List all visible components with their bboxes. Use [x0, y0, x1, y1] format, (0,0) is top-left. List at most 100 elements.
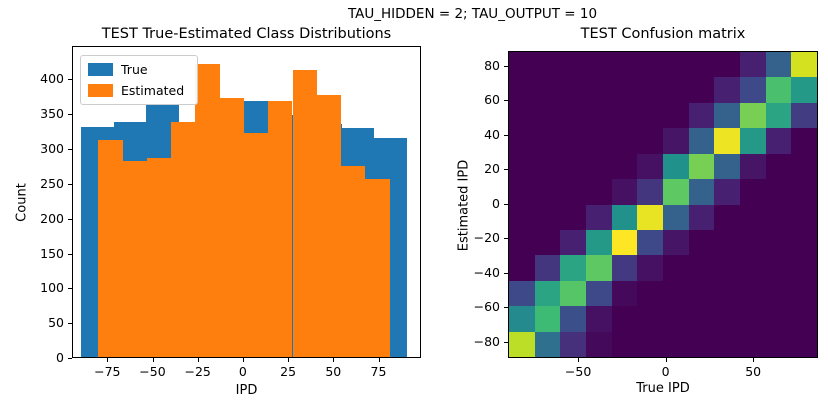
confusion-cell [714, 255, 741, 282]
x-tick-label: 0 [238, 364, 247, 379]
confusion-cell [791, 204, 817, 231]
y-tick-label: −20 [473, 230, 500, 246]
y-tick-mark [504, 65, 508, 67]
confusion-cell [688, 153, 715, 180]
confusion-cell [740, 102, 767, 129]
confusion-cell [611, 255, 638, 282]
confusion-cell [663, 153, 690, 180]
figure-suptitle: TAU_HIDDEN = 2; TAU_OUTPUT = 10 [347, 6, 598, 22]
confusion-cell [637, 255, 664, 282]
legend-item-estimated: Estimated [88, 84, 184, 97]
x-tick-mark [378, 358, 380, 362]
confusion-cell [586, 153, 613, 180]
confusion-cell [791, 229, 817, 256]
x-tick-mark [197, 358, 199, 362]
confusion-cell [765, 77, 792, 104]
confusion-cell [791, 331, 817, 357]
confusion-cell [637, 77, 664, 104]
confusion-cell [688, 77, 715, 104]
confusion-cell [560, 280, 587, 307]
hist-bar-estimated [122, 160, 147, 357]
y-tick-mark [504, 134, 508, 136]
x-tick-label: 0 [661, 364, 670, 379]
confusion-cell [534, 52, 561, 78]
confusion-cell [663, 255, 690, 282]
confusion-cell [509, 52, 536, 78]
hist-bar-estimated [219, 97, 244, 357]
confusion-cell [740, 280, 767, 307]
confusion-cell [765, 204, 792, 231]
confusion-cell [791, 255, 817, 282]
confusion-cell [611, 179, 638, 205]
confusion-cell [740, 255, 767, 282]
confusion-cell [637, 306, 664, 333]
confusion-cell [586, 280, 613, 307]
confusion-cell [611, 229, 638, 256]
confusion-cell [765, 255, 792, 282]
hist-bar-estimated [341, 166, 366, 357]
confusion-cell [586, 255, 613, 282]
confusion-cell [637, 204, 664, 231]
confusion-cell [560, 77, 587, 104]
confusion-cell [586, 52, 613, 78]
confusion-cell [765, 153, 792, 180]
confusion-cell [663, 331, 690, 357]
legend-item-true: True [88, 63, 148, 76]
x-tick-mark [288, 358, 290, 362]
confusion-cell [637, 179, 664, 205]
right-ylabel: Estimated IPD [456, 159, 472, 252]
confusion-cell [663, 128, 690, 155]
confusion-cell [534, 229, 561, 256]
hist-bar-estimated [146, 158, 172, 357]
confusion-cell [663, 179, 690, 205]
confusion-cell [586, 179, 613, 205]
confusion-cell [714, 102, 741, 129]
y-tick-label: 100 [40, 280, 64, 296]
confusion-cell [688, 102, 715, 129]
confusion-cell [534, 77, 561, 104]
y-tick-label: 40 [484, 126, 500, 142]
confusion-cell [740, 52, 767, 78]
histogram-axes [72, 46, 421, 358]
confusion-cell [586, 229, 613, 256]
confusion-cell [560, 306, 587, 333]
confusion-cell [740, 77, 767, 104]
histogram-plot-area [73, 47, 420, 357]
confusion-cell [586, 128, 613, 155]
confusion-cell [509, 102, 536, 129]
confusion-cell [688, 204, 715, 231]
y-tick-label: 350 [40, 106, 64, 122]
x-tick-mark [578, 358, 580, 362]
confusion-cell [714, 280, 741, 307]
confusion-cell [534, 128, 561, 155]
x-tick-label: −50 [564, 364, 592, 379]
y-tick-label: 200 [40, 210, 64, 226]
y-tick-mark [68, 183, 72, 185]
y-tick-mark [68, 114, 72, 116]
x-tick-mark [333, 358, 335, 362]
y-tick-mark [68, 149, 72, 151]
confusion-cell [791, 128, 817, 155]
confusion-cell [611, 204, 638, 231]
confusion-cell [509, 306, 536, 333]
confusion-cell [791, 77, 817, 104]
confusion-cell [791, 280, 817, 307]
confusion-cell [663, 280, 690, 307]
confusion-cell [688, 306, 715, 333]
confusion-cell [714, 128, 741, 155]
confusion-cell [560, 153, 587, 180]
confusion-cell [611, 102, 638, 129]
confusion-cell [688, 280, 715, 307]
confusion-cell [714, 331, 741, 357]
confusion-cell [586, 204, 613, 231]
confusion-cell [765, 229, 792, 256]
confusion-cell [637, 280, 664, 307]
x-tick-label: −75 [94, 364, 121, 379]
confusion-cell [509, 331, 536, 357]
legend-label-estimated: Estimated [121, 83, 185, 98]
left-ylabel: Count [14, 183, 30, 222]
confusion-cell [663, 229, 690, 256]
confusion-cell [637, 229, 664, 256]
confusion-cell [560, 331, 587, 357]
true-color-swatch [88, 63, 113, 76]
